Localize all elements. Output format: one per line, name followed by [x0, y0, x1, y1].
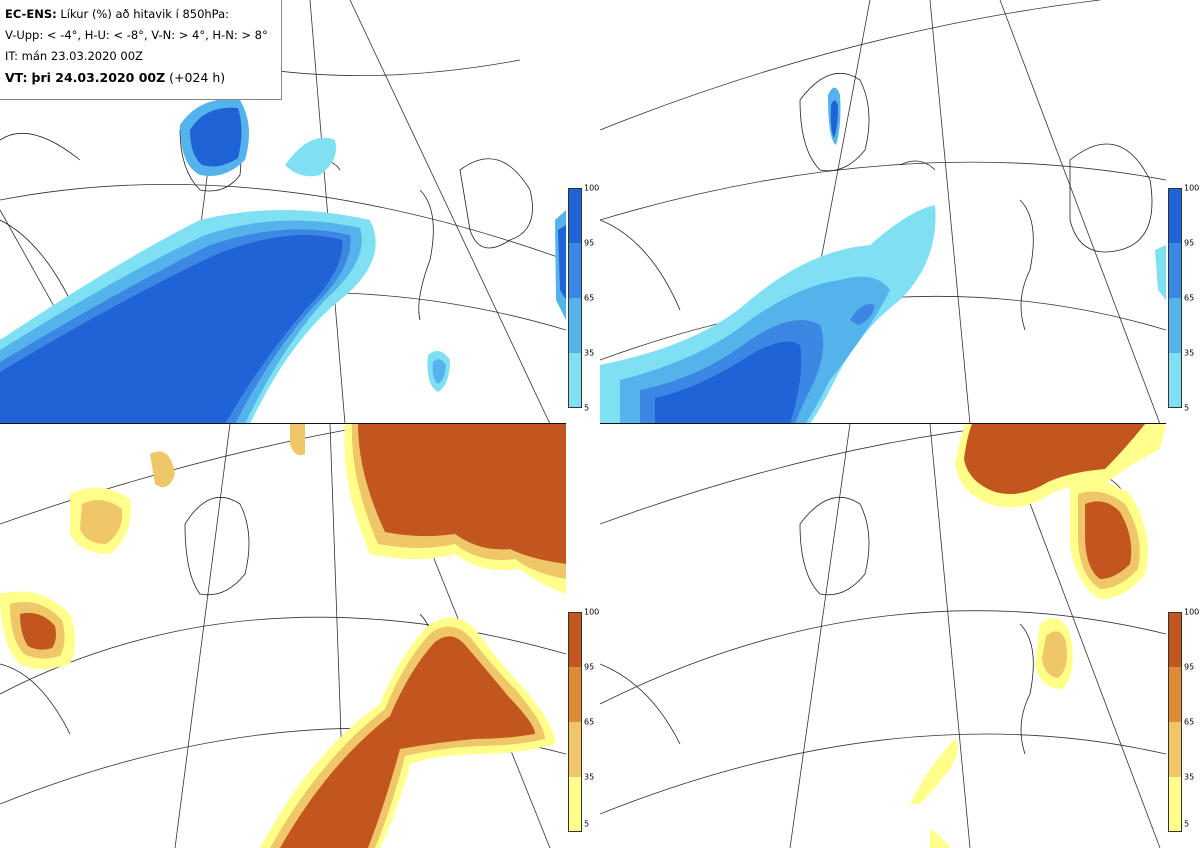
valid-label: VT: [5, 70, 28, 85]
map-panel-v-upp: EC-ENS: Líkur (%) að hitavik í 850hPa: V… [0, 0, 566, 424]
colorbar-segment [1168, 667, 1182, 722]
colorbar-segment [1168, 298, 1182, 353]
tick-label: 35 [1184, 772, 1195, 782]
coastlines [600, 472, 1146, 755]
colorbar-segment [1168, 722, 1182, 777]
map-panel-h-n [600, 424, 1166, 848]
map-title-box: EC-ENS: Líkur (%) að hitavik í 850hPa: V… [0, 0, 282, 100]
colorbar-segment [1168, 612, 1182, 667]
tick-label: 100 [584, 183, 600, 193]
probability-map [0, 424, 566, 848]
colorbar-segment [568, 353, 582, 408]
map-panel-h-u [600, 0, 1166, 424]
colorbar-segment [568, 298, 582, 353]
issue-time: IT: mán 23.03.2020 00Z [5, 49, 143, 63]
tick-label: 65 [584, 293, 595, 303]
coastlines [600, 72, 1153, 331]
probability-map [600, 0, 1166, 424]
field-description: Líkur (%) að hitavik í 850hPa: [60, 7, 230, 21]
valid-time: þri 24.03.2020 00Z [31, 70, 166, 85]
tick-label: 100 [1184, 183, 1200, 193]
colorbar-warm-labels: 100 95 65 35 5 [584, 608, 604, 832]
probability-field [0, 99, 566, 424]
colorbar-cold-labels: 100 95 65 35 5 [584, 184, 604, 413]
colorbar-warm [1168, 612, 1182, 832]
tick-label: 5 [1184, 819, 1190, 829]
threshold-line: V-Upp: < -4°, H-U: < -8°, V-N: > 4°, H-N… [5, 28, 268, 42]
model-name: EC-ENS: [5, 7, 57, 21]
probability-field [600, 87, 1166, 424]
colorbar-segment [1168, 188, 1182, 243]
colorbar-segment [1168, 243, 1182, 298]
colorbar-cold [1168, 188, 1182, 408]
colorbar-segment [568, 722, 582, 777]
probability-map [600, 424, 1166, 848]
tick-label: 5 [584, 403, 590, 413]
panel-divider [0, 423, 566, 424]
probability-field [910, 424, 1166, 848]
map-panel-v-n [0, 424, 566, 848]
colorbar-segment [568, 777, 582, 832]
lead-time: (+024 h) [169, 70, 226, 85]
tick-label: 100 [1184, 607, 1200, 617]
colorbar-segment [568, 667, 582, 722]
tick-label: 35 [1184, 348, 1195, 358]
tick-label: 95 [1184, 662, 1195, 672]
title-line-1: EC-ENS: Líkur (%) að hitavik í 850hPa: [5, 4, 276, 25]
tick-label: 95 [584, 238, 595, 248]
tick-label: 65 [1184, 717, 1195, 727]
colorbar-warm [568, 612, 582, 832]
tick-label: 95 [1184, 238, 1195, 248]
tick-label: 5 [1184, 403, 1190, 413]
valid-time-line: VT: þri 24.03.2020 00Z (+024 h) [5, 67, 276, 88]
tick-label: 35 [584, 772, 595, 782]
probability-field [0, 424, 566, 848]
probability-map [0, 0, 566, 424]
colorbar-segment [1168, 353, 1182, 408]
colorbar-cold-labels: 100 95 65 35 5 [1184, 184, 1200, 413]
colorbar-warm-labels: 100 95 65 35 5 [1184, 608, 1200, 832]
tick-label: 65 [1184, 293, 1195, 303]
tick-label: 100 [584, 607, 600, 617]
colorbar-segment [568, 612, 582, 667]
tick-label: 95 [584, 662, 595, 672]
tick-label: 35 [584, 348, 595, 358]
panel-divider [600, 423, 1166, 424]
colorbar-segment [568, 188, 582, 243]
tick-label: 65 [584, 717, 595, 727]
colorbar-segment [1168, 777, 1182, 832]
tick-label: 5 [584, 819, 590, 829]
colorbar-segment [568, 243, 582, 298]
graticule [600, 0, 1166, 424]
colorbar-cold [568, 188, 582, 408]
